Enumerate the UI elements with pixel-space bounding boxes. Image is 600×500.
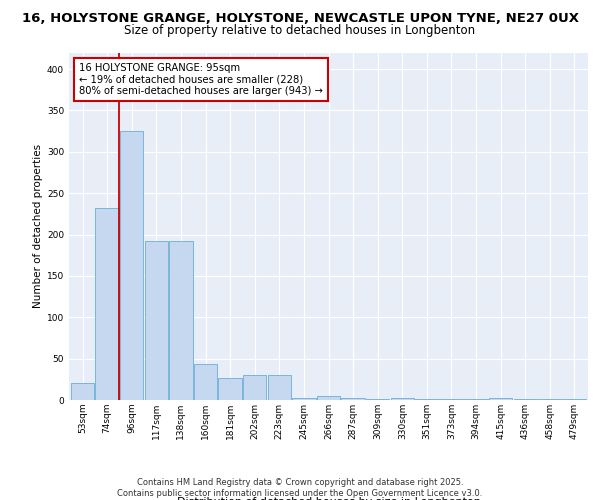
Text: 16 HOLYSTONE GRANGE: 95sqm
← 19% of detached houses are smaller (228)
80% of sem: 16 HOLYSTONE GRANGE: 95sqm ← 19% of deta… [79, 63, 323, 96]
Bar [243, 375, 266, 400]
Bar [292, 398, 316, 400]
Bar [71, 384, 94, 400]
Bar [120, 131, 143, 400]
Bar [514, 399, 537, 400]
Bar [563, 399, 586, 400]
Bar [194, 364, 217, 400]
Y-axis label: Number of detached properties: Number of detached properties [33, 144, 43, 308]
Bar [169, 241, 193, 400]
Bar [489, 398, 512, 400]
Bar [464, 399, 488, 400]
Bar [268, 375, 291, 400]
Bar [538, 399, 562, 400]
X-axis label: Distribution of detached houses by size in Longbenton: Distribution of detached houses by size … [176, 498, 481, 500]
Text: Size of property relative to detached houses in Longbenton: Size of property relative to detached ho… [124, 24, 476, 37]
Text: 16, HOLYSTONE GRANGE, HOLYSTONE, NEWCASTLE UPON TYNE, NE27 0UX: 16, HOLYSTONE GRANGE, HOLYSTONE, NEWCAST… [22, 12, 578, 26]
Bar [95, 208, 119, 400]
Bar [391, 398, 414, 400]
Bar [317, 396, 340, 400]
Text: Contains HM Land Registry data © Crown copyright and database right 2025.
Contai: Contains HM Land Registry data © Crown c… [118, 478, 482, 498]
Bar [341, 398, 365, 400]
Bar [366, 399, 389, 400]
Bar [218, 378, 242, 400]
Bar [415, 399, 439, 400]
Bar [440, 399, 463, 400]
Bar [145, 241, 168, 400]
